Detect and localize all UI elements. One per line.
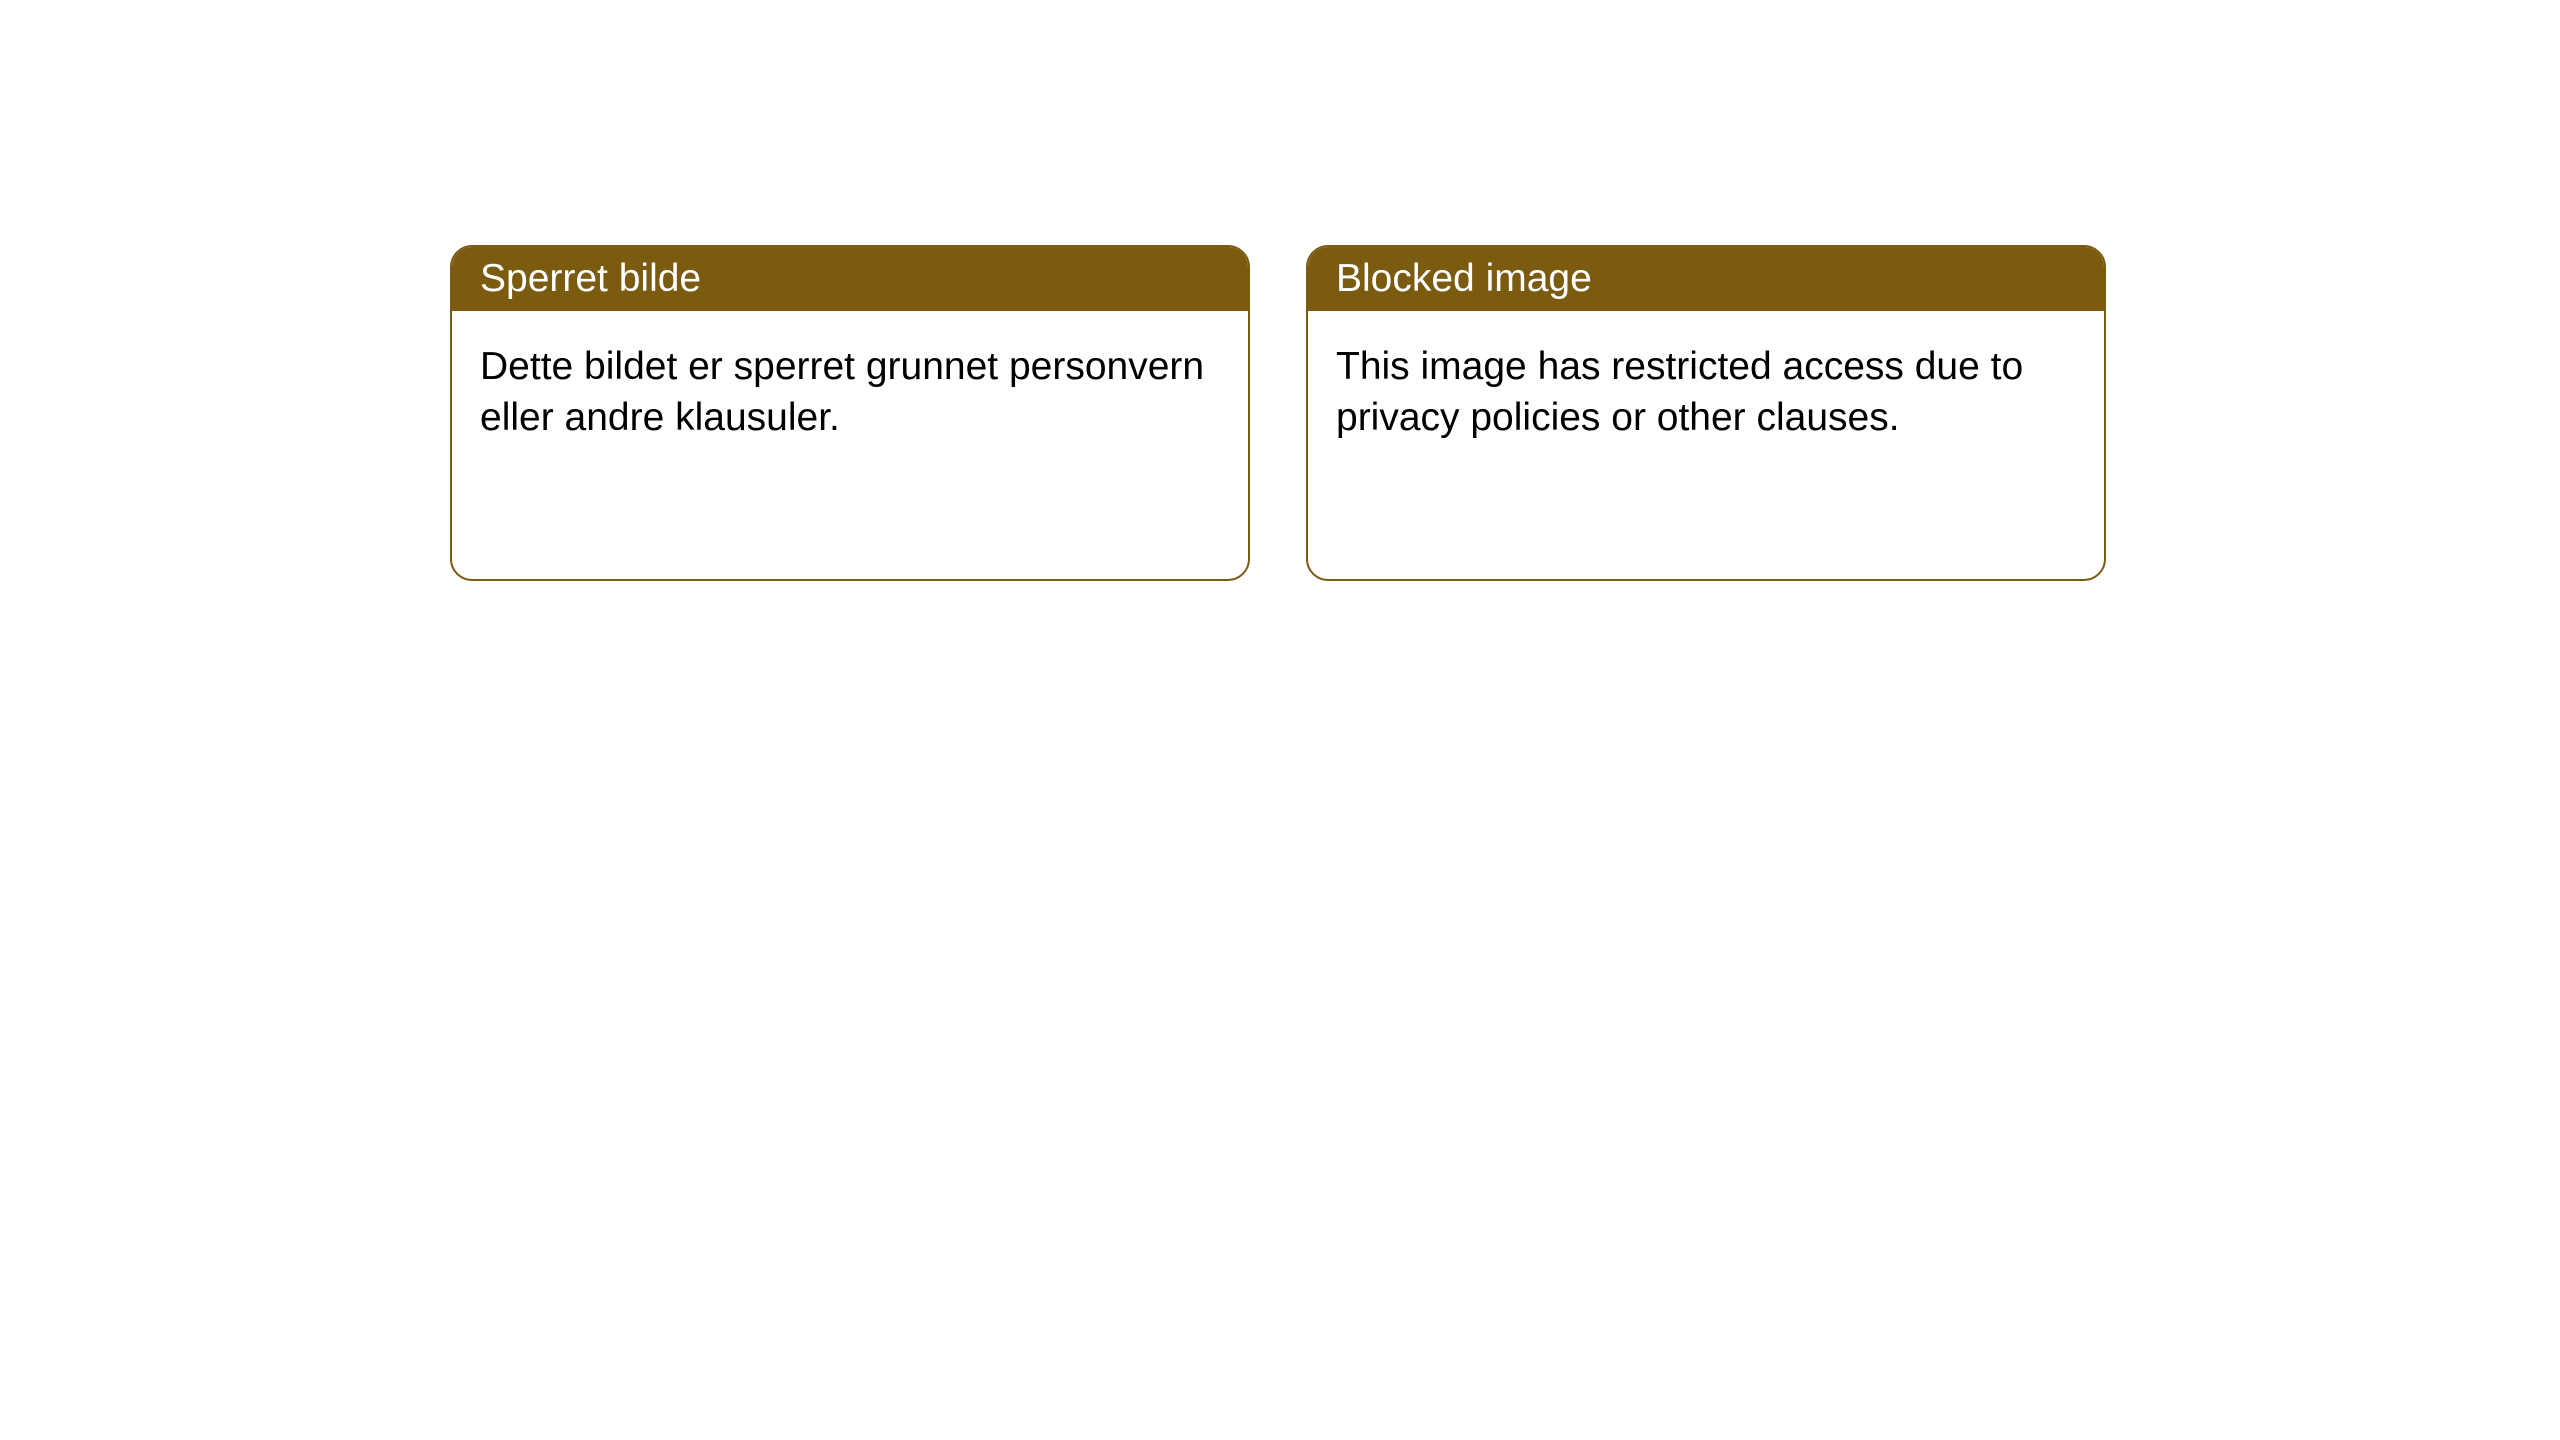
notice-card-english: Blocked image This image has restricted … [1306,245,2106,581]
card-body: Dette bildet er sperret grunnet personve… [452,311,1248,474]
notice-card-norwegian: Sperret bilde Dette bildet er sperret gr… [450,245,1250,581]
card-header: Blocked image [1308,247,2104,311]
card-body-text: Dette bildet er sperret grunnet personve… [480,345,1204,439]
card-title: Sperret bilde [480,257,701,300]
card-body-text: This image has restricted access due to … [1336,345,2023,439]
card-title: Blocked image [1336,257,1592,300]
card-header: Sperret bilde [452,247,1248,311]
card-body: This image has restricted access due to … [1308,311,2104,474]
notice-cards-container: Sperret bilde Dette bildet er sperret gr… [0,0,2560,581]
